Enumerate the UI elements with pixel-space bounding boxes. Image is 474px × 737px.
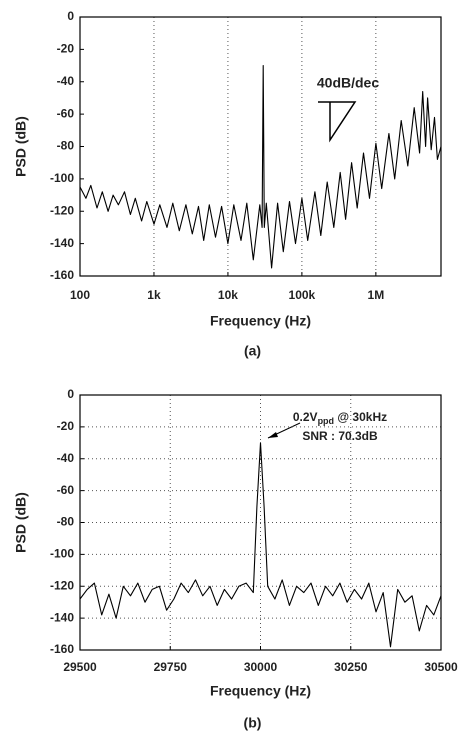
y-axis-label: PSD (dB): [13, 492, 29, 553]
annotation-text: 0.2V: [293, 410, 318, 424]
y-tick-label: -80: [57, 139, 75, 153]
y-tick-label: -120: [50, 203, 74, 217]
annotation: 40dB/dec: [317, 75, 379, 91]
plot-frame: [79, 394, 442, 651]
y-tick-label: -140: [50, 610, 74, 624]
x-tick-label: 30250: [334, 660, 368, 674]
y-tick-label: 0: [67, 387, 74, 401]
y-tick-label: -160: [50, 642, 74, 656]
y-tick-label: -20: [57, 42, 75, 56]
x-axis-label: Frequency (Hz): [210, 683, 311, 699]
y-tick-label: -20: [57, 419, 75, 433]
annotation-subscript: ppd: [318, 416, 335, 426]
slope-triangle: [318, 101, 357, 143]
caption: (a): [244, 343, 261, 359]
x-tick-label: 1k: [147, 288, 161, 302]
caption: (b): [244, 715, 262, 731]
y-tick-label: -120: [50, 578, 74, 592]
x-tick-label: 30000: [244, 660, 278, 674]
psd-line: [79, 65, 442, 269]
annotation-line2: SNR : 70.3dB: [302, 429, 378, 443]
arrow-head: [268, 432, 278, 438]
y-tick-label: -100: [50, 547, 74, 561]
x-tick-label: 1M: [368, 288, 385, 302]
y-tick-label: -160: [50, 268, 74, 282]
psd-line: [79, 442, 442, 648]
y-tick-label: 0: [67, 9, 74, 23]
y-tick-label: -40: [57, 451, 75, 465]
x-tick-label: 30500: [424, 660, 458, 674]
y-tick-label: -40: [57, 74, 75, 88]
x-tick-label: 29750: [154, 660, 188, 674]
x-tick-label: 10k: [218, 288, 238, 302]
plot-frame: [79, 16, 442, 277]
y-tick-label: -100: [50, 171, 74, 185]
x-axis-label: Frequency (Hz): [210, 313, 311, 329]
y-tick-label: -80: [57, 515, 75, 529]
x-tick-label: 100k: [289, 288, 316, 302]
y-tick-label: -140: [50, 236, 74, 250]
y-tick-label: -60: [57, 483, 75, 497]
y-axis-label: PSD (dB): [13, 116, 29, 177]
annotation-text-after: @ 30kHz: [334, 410, 387, 424]
x-tick-label: 29500: [63, 660, 97, 674]
y-tick-label: -60: [57, 106, 75, 120]
annotation: 0.2Vppd @ 30kHz: [293, 410, 387, 426]
x-tick-label: 100: [70, 288, 90, 302]
